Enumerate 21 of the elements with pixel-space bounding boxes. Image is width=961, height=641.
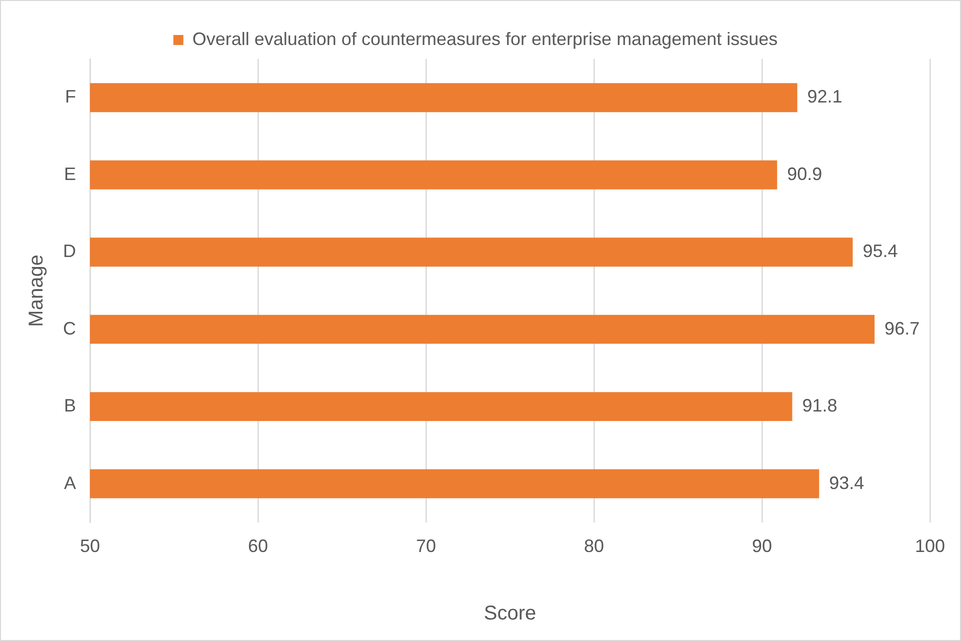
legend-label: Overall evaluation of countermeasures for enterprise management issues [192,28,778,49]
x-tick-label: 50 [80,536,100,556]
data-label: 95.4 [862,241,898,262]
y-tick-label: E [64,164,76,184]
x-tick-label: 100 [914,536,946,556]
y-tick-label: A [64,472,76,493]
x-tick-label: 90 [752,536,772,556]
y-tick-label: D [63,241,76,262]
x-tick-label: 70 [416,536,436,556]
data-label: 90.9 [787,164,822,184]
y-tick-label: B [64,396,76,416]
x-axis-title: Score [484,602,536,625]
data-label: 93.4 [829,472,864,493]
y-tick-label: C [63,318,76,338]
data-label: 96.7 [884,318,920,338]
data-label: 92.1 [807,86,842,107]
y-tick-label: F [65,86,76,107]
x-tick-label: 80 [584,536,604,556]
y-axis-title: Manage [26,254,48,327]
x-tick-label: 60 [248,536,268,556]
data-label: 91.8 [802,396,838,416]
